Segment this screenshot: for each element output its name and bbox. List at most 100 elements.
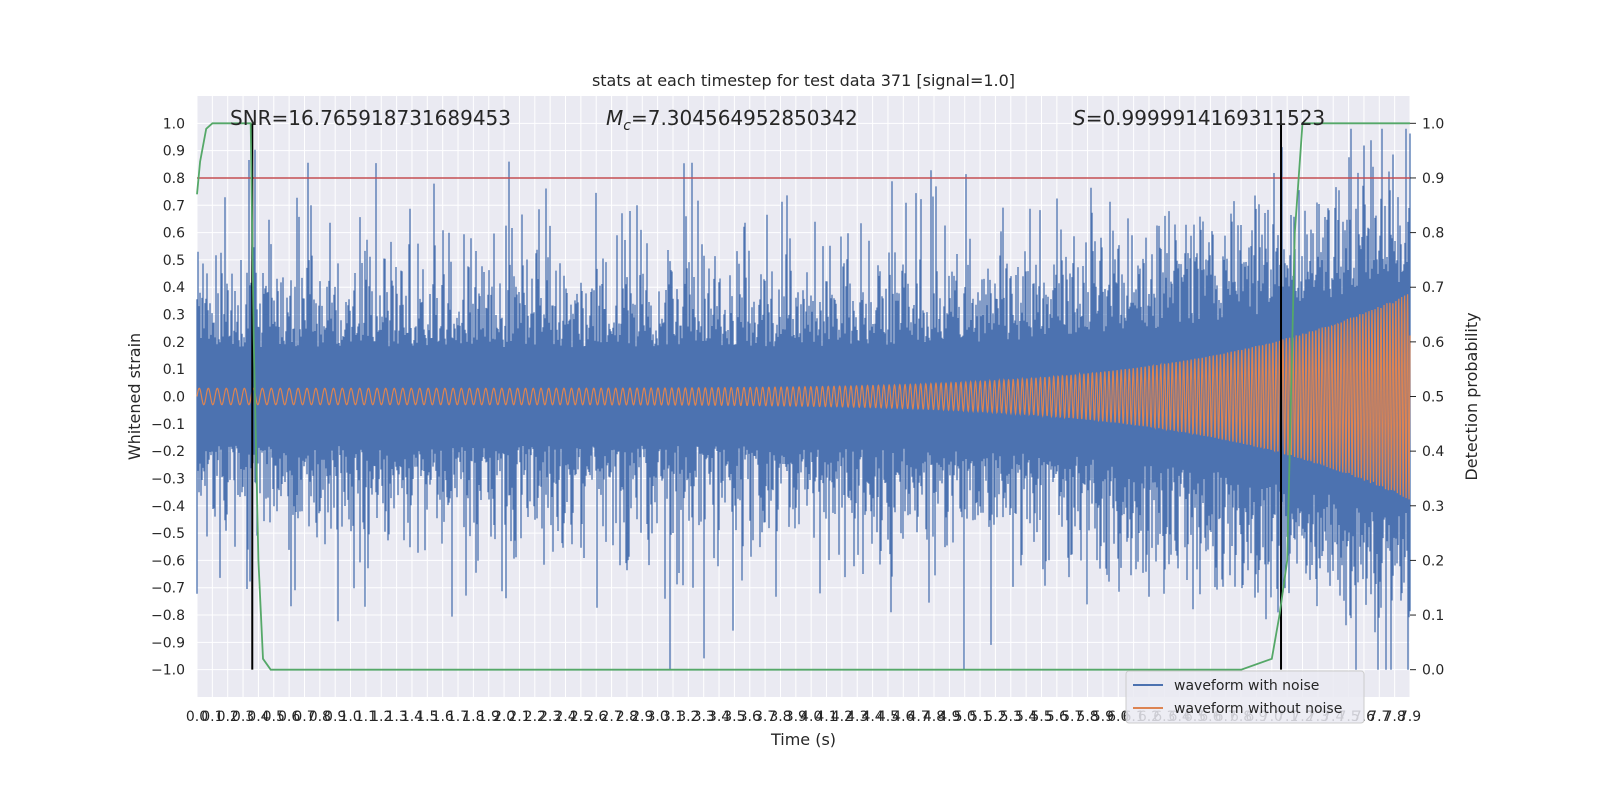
x-tick-label: 5.6 — [1046, 709, 1068, 725]
x-tick-label: 4.8 — [923, 709, 945, 725]
x-tick-label: 5.8 — [1076, 709, 1098, 725]
x-tick-label: 0.5 — [263, 709, 285, 725]
y-tick-label: 0.5 — [163, 253, 185, 269]
x-tick-label: 3.1 — [662, 709, 684, 725]
s-symbol: S — [1073, 106, 1086, 130]
y2-tick-label: 0.7 — [1422, 280, 1444, 296]
y2-axis-label: Detection probability — [1462, 312, 1481, 480]
x-tick-label: 4.9 — [938, 709, 960, 725]
y-tick-label: −0.2 — [151, 444, 185, 460]
y-tick-label: −0.9 — [151, 635, 185, 651]
chart-title: stats at each timestep for test data 371… — [592, 71, 1015, 90]
y2-tick-labels: 1.0 0.9 0.8 0.7 0.6 0.5 0.4 0.3 0.2 0.1 0.0 — [1410, 116, 1444, 679]
y-tick-label: 1.0 — [163, 116, 185, 132]
y2-tick-label: 0.0 — [1422, 663, 1444, 679]
x-tick-label: 2.9 — [631, 709, 653, 725]
y2-tick-label: 0.6 — [1422, 335, 1444, 351]
x-tick-label: 5.0 — [954, 709, 976, 725]
x-tick-label: 2.1 — [508, 709, 530, 725]
legend-box — [1125, 670, 1365, 724]
x-tick-label: 0.8 — [309, 709, 331, 725]
y-tick-label: 0.9 — [163, 144, 185, 160]
y2-tick-label: 0.2 — [1422, 553, 1444, 569]
y-tick-label: −0.8 — [151, 608, 185, 624]
x-tick-label: 3.5 — [723, 709, 745, 725]
x-tick-label: 3.7 — [754, 709, 776, 725]
x-tick-label: 3.8 — [769, 709, 791, 725]
x-tick-label: 0.6 — [278, 709, 300, 725]
x-tick-label: 7.9 — [1399, 709, 1421, 725]
y-tick-label: 0.7 — [163, 198, 185, 214]
y-tick-label: 0.3 — [163, 308, 185, 324]
x-tick-label: 1.7 — [447, 709, 469, 725]
y-tick-label: 0.4 — [163, 280, 185, 296]
x-tick-label: 0.7 — [293, 709, 315, 725]
s-value: =0.9999914169311523 — [1086, 106, 1325, 130]
x-tick-label: 0.2 — [217, 709, 239, 725]
x-tick-label: 1.5 — [416, 709, 438, 725]
x-tick-label: 2.8 — [616, 709, 638, 725]
y-tick-label: −1.0 — [151, 663, 185, 679]
legend-label-clean: waveform without noise — [1174, 701, 1342, 717]
x-tick-label: 5.3 — [1000, 709, 1022, 725]
chirp-mass-annotation: Mc=7.304564952850342 — [606, 106, 858, 134]
x-tick-label: 4.5 — [877, 709, 899, 725]
x-tick-label: 2.5 — [570, 709, 592, 725]
x-tick-label: 0.0 — [186, 709, 208, 725]
y-tick-label: −0.4 — [151, 499, 185, 515]
x-tick-label: 1.8 — [462, 709, 484, 725]
snr-annotation: SNR=16.765918731689453 — [230, 106, 511, 130]
x-tick-label: 4.0 — [800, 709, 822, 725]
x-tick-label: 4.6 — [892, 709, 914, 725]
y2-tick-label: 0.3 — [1422, 499, 1444, 515]
x-tick-label: 5.2 — [984, 709, 1006, 725]
y2-tick-label: 0.5 — [1422, 390, 1444, 406]
x-tick-label: 1.0 — [339, 709, 361, 725]
y-tick-label: −0.1 — [151, 417, 185, 433]
x-axis-label: Time (s) — [770, 730, 836, 749]
x-tick-label: 6.0 — [1107, 709, 1129, 725]
score-annotation: S=0.9999914169311523 — [1073, 106, 1325, 130]
mc-value: =7.304564952850342 — [631, 106, 858, 130]
y2-tick-label: 0.8 — [1422, 226, 1444, 242]
x-tick-label: 1.4 — [401, 709, 423, 725]
y-axis-label: Whitened strain — [125, 333, 144, 460]
x-tick-label: 3.9 — [785, 709, 807, 725]
y-tick-label: −0.6 — [151, 553, 185, 569]
x-tick-label: 1.2 — [370, 709, 392, 725]
y-tick-label: 0.8 — [163, 171, 185, 187]
x-tick-label: 3.3 — [693, 709, 715, 725]
y-tick-label: −0.3 — [151, 471, 185, 487]
y-tick-label: 0.1 — [163, 362, 185, 378]
x-tick-label: 5.9 — [1092, 709, 1114, 725]
x-tick-label: 2.6 — [585, 709, 607, 725]
legend-label-noise: waveform with noise — [1174, 678, 1319, 694]
x-tick-label: 3.2 — [677, 709, 699, 725]
x-tick-label: 0.9 — [324, 709, 346, 725]
series-waveform-without-noise — [196, 294, 1411, 500]
x-tick-label: 4.1 — [815, 709, 837, 725]
x-tick-label: 1.1 — [355, 709, 377, 725]
x-tick-label: 2.2 — [524, 709, 546, 725]
x-tick-label: 5.5 — [1030, 709, 1052, 725]
x-tick-label: 5.1 — [969, 709, 991, 725]
x-tick-label: 4.2 — [831, 709, 853, 725]
x-tick-label: 3.0 — [647, 709, 669, 725]
y-tick-label: 0.6 — [163, 226, 185, 242]
y-tick-label: −0.5 — [151, 526, 185, 542]
x-tick-label: 0.1 — [201, 709, 223, 725]
plot-layer — [196, 122, 1411, 671]
x-tick-label: 7.7 — [1368, 709, 1390, 725]
x-tick-label: 1.9 — [478, 709, 500, 725]
x-tick-label: 4.4 — [861, 709, 883, 725]
x-tick-label: 2.7 — [600, 709, 622, 725]
legend: waveform with noise waveform without noi… — [1125, 670, 1365, 724]
y2-tick-label: 0.9 — [1422, 171, 1444, 187]
x-tick-label: 0.4 — [247, 709, 269, 725]
x-tick-label: 4.7 — [908, 709, 930, 725]
x-tick-label: 0.3 — [232, 709, 254, 725]
mc-subscript: c — [623, 118, 631, 134]
x-tick-label: 7.8 — [1384, 709, 1406, 725]
